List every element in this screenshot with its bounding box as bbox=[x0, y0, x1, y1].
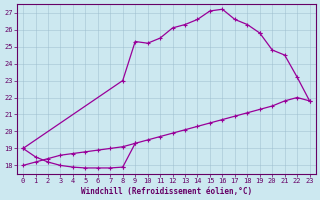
X-axis label: Windchill (Refroidissement éolien,°C): Windchill (Refroidissement éolien,°C) bbox=[81, 187, 252, 196]
